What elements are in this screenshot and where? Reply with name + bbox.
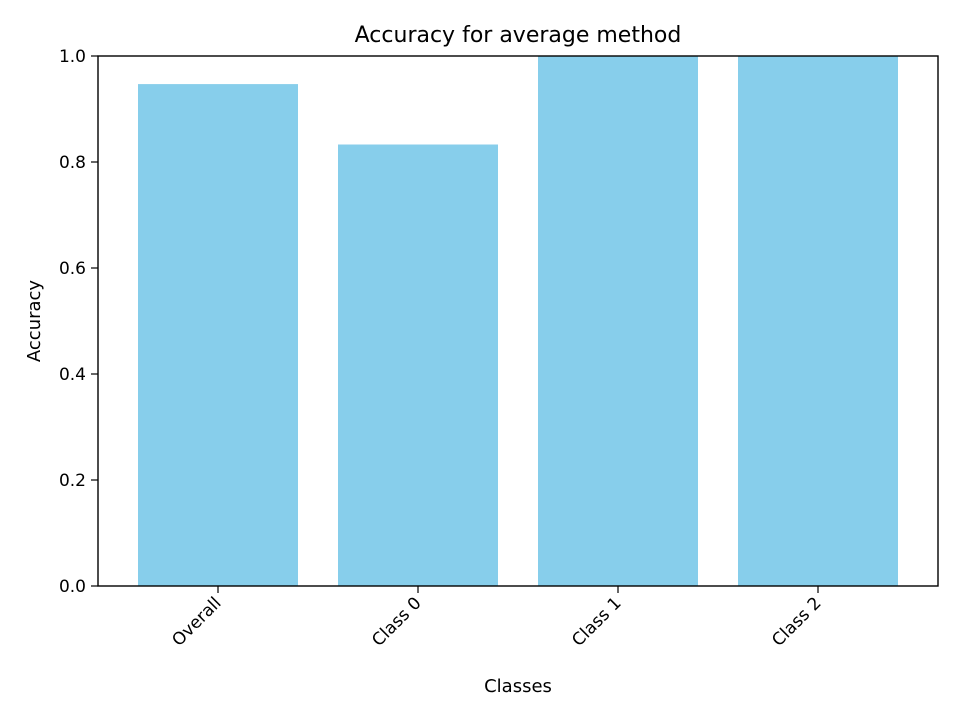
y-tick-label: 0.0 (59, 577, 86, 597)
y-tick-label: 0.6 (59, 259, 86, 279)
y-tick-label: 0.4 (59, 365, 86, 385)
y-axis-label: Accuracy (24, 280, 45, 363)
y-tick-label: 1.0 (59, 47, 86, 67)
x-axis: Overall Class 0 Class 1 Class 2 (168, 586, 826, 651)
bar-class-2 (738, 56, 898, 586)
bar-class-1 (538, 56, 698, 586)
x-tick-label: Class 0 (368, 593, 425, 650)
chart-title: Accuracy for average method (355, 23, 682, 48)
y-tick-label: 0.2 (59, 471, 86, 491)
y-tick-label: 0.8 (59, 153, 86, 173)
x-tick-label: Class 2 (768, 593, 825, 650)
bars-group (138, 56, 898, 586)
plot-frame (97, 55, 939, 587)
x-tick-label: Overall (168, 593, 225, 650)
bar-overall (138, 84, 298, 586)
x-tick-label: Class 1 (568, 593, 625, 650)
y-axis: 0.0 0.2 0.4 0.6 0.8 1.0 (59, 47, 98, 597)
bar-class-0 (338, 144, 498, 586)
x-axis-label: Classes (484, 676, 552, 697)
